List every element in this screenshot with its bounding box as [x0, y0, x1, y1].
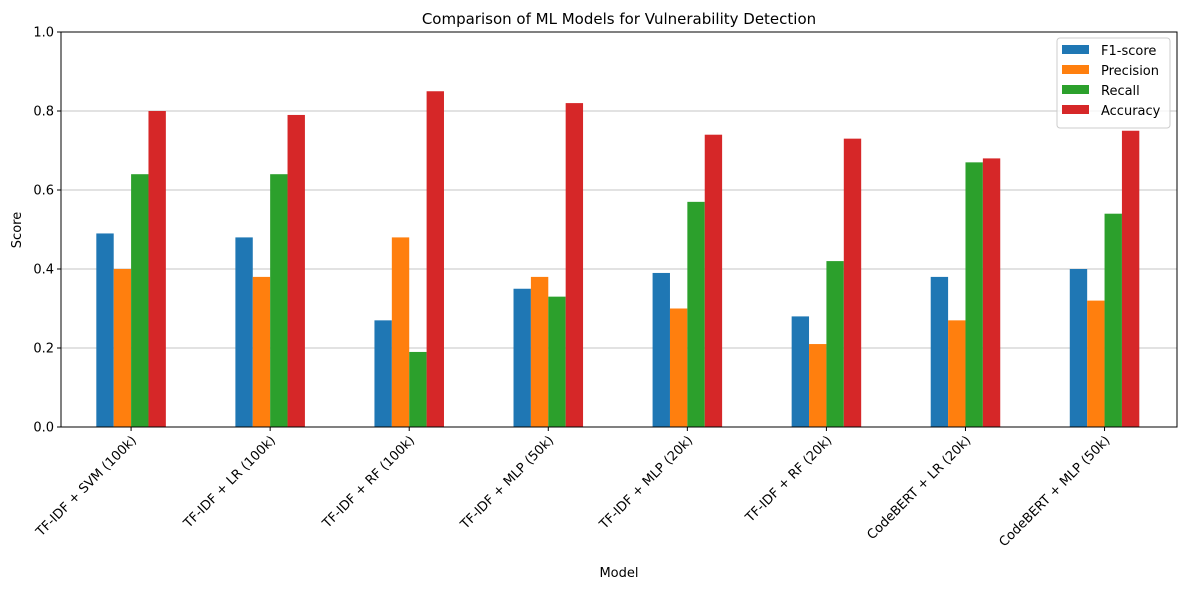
- y-tick-label: 0.0: [33, 421, 54, 436]
- bar-f1-score: [791, 316, 810, 427]
- bar-accuracy: [287, 114, 305, 427]
- x-tick-label: TF-IDF + MLP (20k): [596, 433, 696, 533]
- bar-accuracy: [426, 91, 444, 427]
- bar-precision: [669, 308, 688, 427]
- bar-accuracy: [565, 103, 584, 427]
- bar-f1-score: [652, 272, 670, 427]
- x-tick-label: CodeBERT + MLP (50k): [997, 433, 1114, 550]
- bar-recall: [131, 174, 149, 427]
- bar-accuracy: [843, 138, 862, 427]
- y-tick-label: 0.8: [33, 105, 54, 120]
- chart-title: Comparison of ML Models for Vulnerabilit…: [422, 10, 816, 28]
- x-axis-label: Model: [599, 566, 638, 581]
- x-tick-label: TF-IDF + LR (100k): [180, 433, 279, 532]
- legend-swatch: [1062, 45, 1089, 54]
- legend-swatch: [1062, 105, 1089, 114]
- bar-accuracy: [1121, 130, 1140, 427]
- bar-f1-score: [235, 237, 253, 427]
- bar-precision: [1087, 300, 1105, 427]
- bar-accuracy: [982, 158, 1001, 427]
- legend-label: Accuracy: [1101, 104, 1161, 119]
- legend-label: Recall: [1101, 84, 1140, 99]
- bar-f1-score: [96, 233, 114, 427]
- bar-accuracy: [148, 111, 166, 427]
- legend-label: Precision: [1101, 64, 1159, 79]
- grid-lines: [61, 31, 1177, 428]
- y-tick-label: 0.6: [33, 184, 54, 199]
- bar-f1-score: [1069, 269, 1088, 427]
- x-tick-label: TF-IDF + RF (100k): [319, 433, 418, 532]
- bar-recall: [409, 351, 427, 427]
- legend-swatch: [1062, 85, 1089, 94]
- bar-recall: [965, 162, 983, 427]
- y-tick-label: 0.2: [33, 342, 54, 357]
- plot-frame: [60, 31, 1178, 428]
- bar-precision: [948, 320, 966, 427]
- legend-swatch: [1062, 65, 1089, 74]
- bar-f1-score: [513, 288, 531, 427]
- x-axis: TF-IDF + SVM (100k) TF-IDF + LR (100k) TF-…: [33, 427, 1114, 550]
- bar-recall: [1104, 213, 1122, 427]
- x-tick-label: TF-IDF + SVM (100k): [33, 433, 140, 540]
- y-tick-label: 1.0: [33, 26, 54, 41]
- bar-precision: [391, 237, 410, 427]
- bar-recall: [270, 174, 288, 427]
- bar-f1-score: [930, 276, 949, 427]
- bar-precision: [530, 276, 549, 427]
- bar-precision: [809, 344, 827, 427]
- bar-recall: [687, 201, 705, 427]
- x-tick-label: CodeBERT + LR (20k): [865, 433, 975, 543]
- y-axis-label: Score: [10, 212, 25, 248]
- y-tick-label: 0.4: [33, 263, 54, 278]
- bar-f1-score: [374, 320, 392, 427]
- y-axis: 0.0 0.2 0.4 0.6 0.8 1.0: [33, 26, 61, 436]
- x-tick-label: TF-IDF + MLP (50k): [457, 433, 557, 533]
- bar-recall: [826, 261, 844, 427]
- bars: [96, 91, 1140, 427]
- bar-precision: [113, 269, 132, 427]
- x-tick-label: TF-IDF + RF (20k): [742, 433, 835, 526]
- bar-recall: [548, 296, 566, 427]
- bar-precision: [252, 276, 271, 427]
- legend-label: F1-score: [1101, 44, 1156, 59]
- bar-accuracy: [704, 134, 723, 427]
- legend: F1-score Precision Recall Accuracy: [1056, 37, 1171, 129]
